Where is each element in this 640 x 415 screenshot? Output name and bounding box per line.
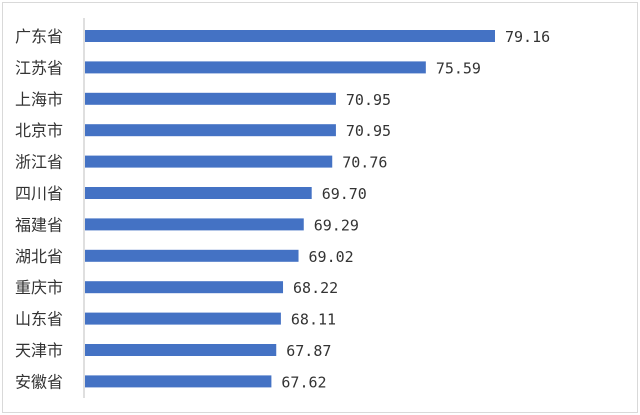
bar — [85, 249, 299, 262]
category-label: 广东省 — [15, 27, 63, 46]
category-label: 天津市 — [15, 341, 63, 360]
value-label: 79.16 — [505, 28, 550, 46]
value-label: 70.95 — [346, 122, 391, 140]
category-label: 山东省 — [15, 310, 63, 329]
category-label: 四川省 — [15, 184, 63, 203]
value-label: 67.87 — [286, 342, 331, 360]
bar — [85, 312, 281, 325]
bar — [85, 30, 495, 42]
value-label: 69.29 — [314, 216, 359, 234]
bar — [85, 61, 426, 74]
category-label: 浙江省 — [15, 153, 63, 172]
category-label: 安徽省 — [15, 372, 63, 391]
value-label: 68.11 — [291, 311, 336, 329]
category-label: 重庆市 — [15, 278, 63, 297]
value-label: 70.95 — [346, 91, 391, 109]
bar — [85, 344, 277, 356]
bar — [85, 281, 284, 294]
bar — [85, 92, 336, 105]
category-label: 湖北省 — [15, 247, 63, 266]
value-label: 68.22 — [293, 279, 338, 297]
bar — [85, 155, 333, 168]
value-label: 69.70 — [322, 185, 367, 203]
value-label: 67.62 — [281, 373, 326, 391]
value-label: 69.02 — [309, 248, 354, 266]
category-label: 北京市 — [15, 121, 63, 140]
value-label: 75.59 — [436, 59, 481, 77]
bar — [85, 218, 304, 231]
bar — [85, 187, 312, 199]
category-label: 江苏省 — [15, 58, 63, 77]
bar — [85, 375, 272, 388]
bar — [85, 124, 336, 137]
category-label: 上海市 — [15, 90, 63, 109]
value-label: 70.76 — [342, 154, 387, 172]
category-label: 福建省 — [15, 215, 63, 234]
